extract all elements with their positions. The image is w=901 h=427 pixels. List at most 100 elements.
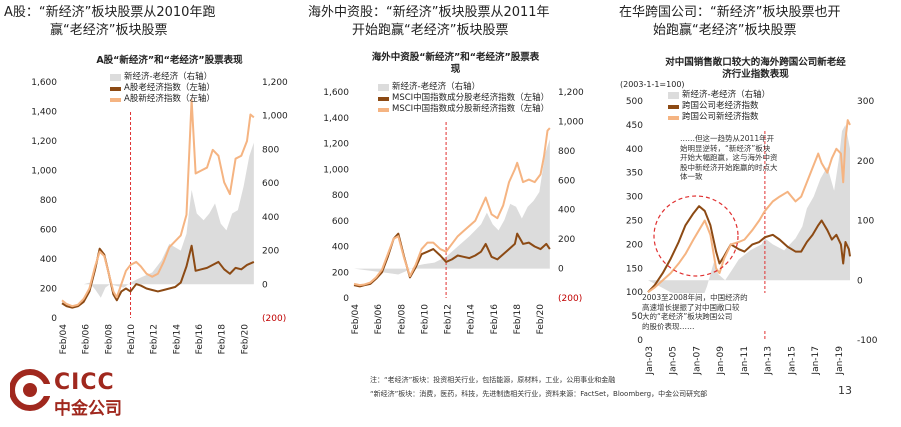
chart-svg: 0 200 400 600 800 1,000 1,200 1,400 1,600 (200) 0 2… [323, 88, 584, 335]
series-line [353, 127, 551, 287]
x-tick-label: Jan-03 [645, 346, 655, 376]
legend-item: 新经济-老经济（右轴） [668, 90, 770, 101]
left-tick-label: 400 [626, 145, 643, 155]
right-tick-label: 600 [558, 176, 575, 186]
left-tick-label: 200 [40, 285, 57, 295]
left-tick-label: 0 [51, 314, 57, 324]
x-tick-label: Feb/08 [104, 324, 114, 355]
legend-item: A股新经济指数（左轴） [110, 94, 215, 105]
legend-swatch [378, 96, 389, 101]
heading-a-share: A股：“新经济”板块股票从2010年跑 赢“老经济”板块股票 [4, 5, 216, 38]
left-tick-label: 400 [40, 255, 57, 265]
x-tick-label: Jan-19 [835, 346, 845, 376]
right-tick-label: 200 [857, 157, 874, 167]
legend-item: 跨国公司老经济指数 [668, 101, 770, 112]
right-tick-label: 0 [857, 276, 863, 286]
x-tick-label: Feb/12 [444, 304, 454, 334]
left-tick-label: 100 [626, 288, 643, 298]
series-line [647, 205, 851, 293]
left-tick-label: 1,400 [31, 108, 57, 118]
legend-swatch [110, 97, 121, 102]
right-tick-label: 1,000 [558, 117, 584, 127]
series-area-new-minus-old [648, 124, 850, 305]
x-tick-label: Feb/14 [172, 324, 182, 355]
left-tick-label: 1,600 [31, 78, 57, 88]
right-tick-label: 400 [558, 206, 575, 216]
callout-reversal: ……但这一趋势从2011年开 始明显逆转，“新经济”板块 开始大幅跑赢，这与海外… [680, 134, 778, 181]
series-area-new-minus-old [62, 142, 254, 298]
right-tick-label: 0 [262, 280, 268, 290]
right-tick-label: 200 [262, 247, 279, 257]
x-tick-label: Jan-13 [764, 346, 774, 376]
footnote-new-economy: “新经济”板块：消费，医药，科技，先进制造相关行业，资料来源：FactSet，B… [370, 390, 708, 398]
left-tick-label: 1,600 [323, 88, 349, 98]
chart-legend: 新经济-老经济（右轴） A股老经济指数（左轴） A股新经济指数（左轴） [110, 72, 215, 105]
left-tick-label: 800 [332, 191, 349, 201]
x-tick-label: Feb/18 [218, 324, 228, 355]
chart-legend: 新经济-老经济（右轴） MSCI中国指数成分股老经济指数（左轴） MSCI中国指… [378, 82, 549, 115]
right-tick-label: 1,200 [558, 88, 584, 98]
logo-text-cn: 中金公司 [54, 399, 122, 419]
right-tick-label: 600 [262, 179, 279, 189]
x-tick-label: Feb/20 [536, 304, 546, 335]
page-number: 13 [838, 384, 852, 397]
right-tick-label: 1,200 [262, 78, 288, 88]
right-tick-label: -100 [857, 336, 878, 346]
left-tick-label: 200 [332, 268, 349, 278]
highlight-ellipse [653, 195, 739, 277]
x-tick-label: Feb/16 [195, 324, 205, 355]
left-tick-label: 1,400 [323, 114, 349, 124]
left-tick-label: 450 [626, 121, 643, 131]
x-tick-label: Feb/04 [351, 304, 361, 335]
callout-2003-2008: 2003至2008年间，中国经济的 高速增长提振了对中国敞口较 大的“老经济”板… [642, 293, 782, 331]
x-tick-label: Feb/18 [513, 304, 523, 335]
legend-swatch [668, 92, 679, 99]
footnote-old-economy: 注：“老经济”板块：投资相关行业，包括能源，原材料，工业，公用事业和金融 [370, 376, 616, 384]
chart-multinational: 对中国销售敞口较大的海外跨国公司新老经 济行业指数表现 (2003-1-1=10… [618, 52, 893, 376]
right-tick-label: 800 [262, 145, 279, 155]
x-tick-label: Feb/06 [82, 324, 92, 355]
x-tick-label: Feb/10 [420, 304, 430, 335]
legend-swatch [378, 107, 389, 112]
left-tick-label: 1,200 [31, 137, 57, 147]
x-tick-label: Jan-17 [811, 346, 821, 376]
cicc-logo: CICC 中金公司 [9, 368, 160, 419]
right-tick-label: (200) [262, 314, 286, 324]
left-tick-label: 0 [343, 294, 349, 304]
logo-text-en: CICC [54, 370, 115, 395]
left-tick-label: 250 [626, 217, 643, 227]
x-tick-label: Jan-05 [669, 346, 679, 376]
right-tick-label: 300 [857, 97, 874, 107]
left-tick-label: 200 [626, 240, 643, 250]
x-tick-label: Jan-09 [716, 346, 726, 376]
legend-swatch [668, 104, 679, 109]
x-tick-label: Feb/10 [127, 324, 137, 355]
left-tick-label: 0 [637, 336, 643, 346]
legend-swatch [110, 74, 121, 81]
left-tick-label: 150 [626, 264, 643, 274]
legend-item: A股老经济指数（左轴） [110, 83, 215, 94]
left-tick-label: 1,200 [323, 140, 349, 150]
x-tick-label: Feb/08 [397, 304, 407, 335]
left-tick-label: 400 [332, 243, 349, 253]
left-tick-label: 600 [332, 217, 349, 227]
chart-title: A股“新经济”和“老经济”股票表现 [96, 55, 243, 66]
chart-title: 对中国销售敞口较大的海外跨国公司新老经 济行业指数表现 [665, 57, 846, 80]
left-tick-label: 1,000 [31, 167, 57, 177]
chart-svg: 050100150200250300350400450500-100010020… [626, 97, 878, 376]
legend-item: MSCI中国指数成分股新经济指数（左轴） [378, 104, 549, 115]
chart-a-share: A股“新经济”和“老经济”股票表现 0 200 400 600 800 1,000 1,20… [22, 52, 297, 355]
legend-item: 跨国公司新经济指数 [668, 112, 770, 123]
x-tick-label: Feb/16 [490, 304, 500, 335]
right-tick-label: 200 [558, 235, 575, 245]
x-tick-label: Feb/12 [150, 324, 160, 354]
chart-legend: 新经济-老经济（右轴） 跨国公司老经济指数 跨国公司新经济指数 [668, 90, 770, 123]
legend-item: MSCI中国指数成分股老经济指数（左轴） [378, 93, 549, 104]
x-tick-label: Jan-07 [692, 346, 702, 376]
legend-swatch [110, 86, 121, 91]
x-tick-label: Feb/04 [59, 324, 69, 355]
left-tick-label: 300 [626, 193, 643, 203]
right-tick-label: 400 [262, 213, 279, 223]
right-tick-label: 100 [857, 217, 874, 227]
left-tick-label: 350 [626, 169, 643, 179]
